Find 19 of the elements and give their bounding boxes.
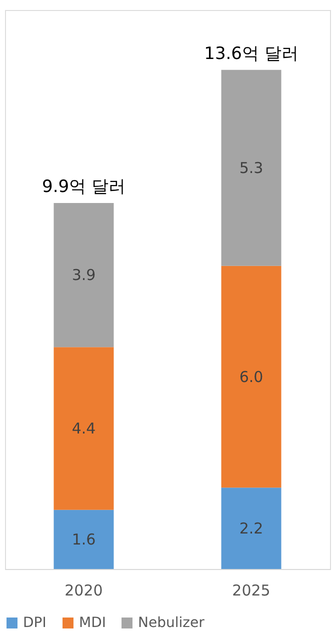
x-tick-label: 2025	[232, 582, 270, 600]
bar	[54, 202, 114, 348]
bar	[54, 510, 114, 569]
data-label: 6.0	[239, 368, 264, 386]
data-label: 1.6	[72, 530, 96, 548]
total-label: 9.9억 달러	[42, 176, 126, 197]
legend-label: Nebulizer	[138, 615, 205, 631]
total-label: 13.6억 달러	[204, 44, 298, 64]
data-label: 4.4	[72, 420, 96, 438]
bar	[54, 347, 114, 510]
bar	[221, 70, 282, 266]
data-label: 3.9	[72, 266, 96, 284]
legend-label: DPI	[23, 615, 46, 631]
data-label: 5.3	[239, 158, 264, 177]
bar	[221, 488, 282, 569]
bar	[221, 266, 282, 488]
data-label: 2.2	[239, 519, 264, 538]
x-tick-label: 2020	[64, 582, 103, 600]
legend-label: MDI	[79, 615, 106, 631]
